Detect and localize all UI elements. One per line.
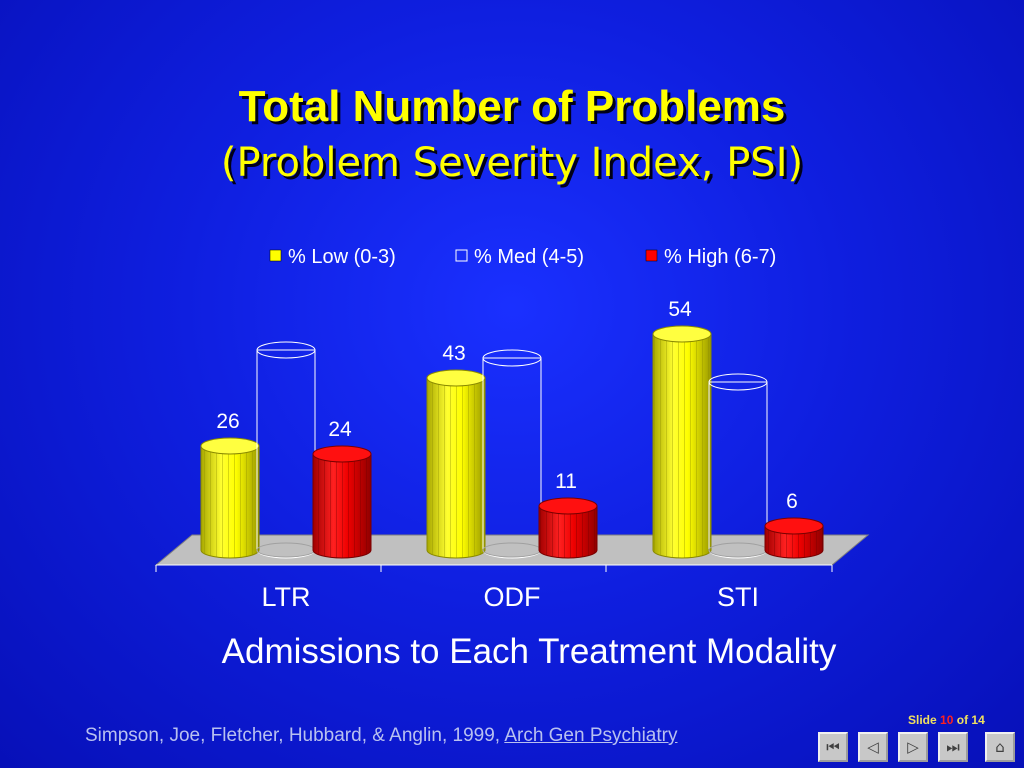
legend-label-med: % Med (4-5) (474, 246, 584, 268)
x-tick-label: ODF (484, 582, 541, 612)
slide-word: Slide (908, 713, 937, 727)
chart-floor (154, 534, 870, 566)
bar (200, 437, 260, 559)
citation-authors: Simpson, Joe, Fletcher, Hubbard, & Angli… (85, 725, 505, 746)
bar-chart: % Low (0-3) % Med (4-5) % High (6-7) 26 2… (154, 246, 870, 612)
legend-swatch-low (269, 249, 282, 262)
slide-title: Total Number of Problems (238, 82, 786, 131)
chart-bars: 26 24 43 11 54 6 (200, 298, 824, 559)
first-slide-icon: ⏮ (826, 738, 840, 756)
x-axis-labels: LTR ODF STI (261, 582, 759, 612)
legend-label-low: % Low (0-3) (288, 246, 396, 268)
bar (426, 369, 486, 559)
bar (256, 341, 316, 559)
citation: Simpson, Joe, Fletcher, Hubbard, & Angli… (85, 725, 677, 747)
last-slide-button[interactable]: ⏭ (938, 732, 968, 762)
chart-legend: % Low (0-3) % Med (4-5) % High (6-7) (269, 246, 776, 268)
next-slide-icon: ▷ (907, 738, 919, 756)
bar (538, 497, 598, 559)
data-label: 11 (555, 470, 577, 493)
slide-title-subline: (Problem Severity Index, PSI) (220, 140, 804, 186)
slide-counter: Slide 10 of 14 (908, 713, 985, 727)
bar (764, 517, 824, 559)
slide-current-number: 10 (940, 713, 954, 727)
citation-journal-link[interactable]: Arch Gen Psychiatry (504, 725, 678, 746)
legend-label-high: % High (6-7) (664, 246, 776, 268)
last-slide-icon: ⏭ (946, 738, 960, 756)
data-label: 24 (328, 418, 352, 441)
legend-swatch-med (455, 249, 468, 262)
data-label: 6 (786, 490, 798, 513)
bar (312, 445, 372, 559)
home-button[interactable]: ⌂ (985, 732, 1015, 762)
data-label: 43 (442, 342, 465, 365)
x-axis-title: Admissions to Each Treatment Modality (221, 632, 837, 671)
bar (482, 349, 542, 559)
previous-slide-button[interactable]: ◁ (858, 732, 888, 762)
x-tick-label: LTR (261, 582, 310, 612)
legend-swatch-high (645, 249, 658, 262)
data-label: 54 (668, 298, 692, 321)
slide-total: of 14 (956, 713, 985, 727)
home-icon: ⌂ (995, 738, 1005, 756)
previous-slide-icon: ◁ (867, 738, 879, 756)
data-label: 26 (216, 410, 239, 433)
x-tick-label: STI (717, 582, 759, 612)
bar (708, 373, 768, 559)
x-axis-ticks (155, 564, 833, 572)
first-slide-button[interactable]: ⏮ (818, 732, 848, 762)
bar (652, 325, 712, 559)
next-slide-button[interactable]: ▷ (898, 732, 928, 762)
